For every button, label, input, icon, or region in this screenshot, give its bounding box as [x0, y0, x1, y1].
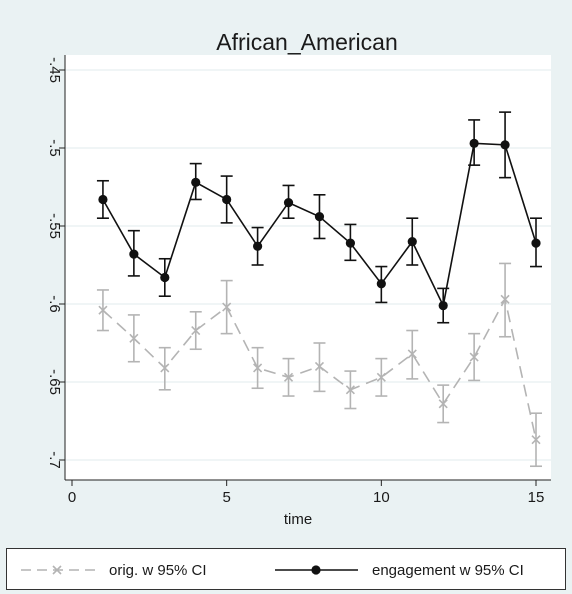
axis-ticks: -.45 -.5 -.55 -.6 -.65 -.7 0 5 10 15 [46, 57, 544, 506]
y-tick-label-6: -.6 [46, 295, 63, 313]
line-chart: African_American -.45 -.5 -.55 -.6 -.65 -.7 0 5… [46, 29, 551, 528]
orig-point [500, 294, 510, 304]
orig-point [531, 435, 541, 445]
engagement-point [283, 198, 294, 208]
engagement-point [191, 177, 201, 187]
orig-point [98, 305, 108, 315]
engagement-point [531, 238, 541, 248]
engagement-point [345, 238, 355, 248]
legend-label-orig: orig. w 95% CI [109, 562, 207, 579]
legend-item-engagement: engagement w 95% CI [275, 562, 524, 579]
y-tick-label-5: -.5 [46, 139, 63, 157]
engagement-point [253, 241, 263, 251]
series [96, 111, 542, 468]
x-tick-label-5: 5 [222, 489, 230, 506]
orig-point [407, 349, 417, 359]
engagement-point [469, 138, 479, 148]
series-orig [96, 262, 542, 468]
engagement-point [222, 194, 232, 205]
legend-label-engagement: engagement w 95% CI [372, 562, 524, 579]
grid [65, 69, 551, 461]
engagement-point [129, 249, 139, 259]
engagement-point [160, 272, 170, 283]
x-tick-label-0: 0 [68, 489, 76, 506]
engagement-point [314, 212, 325, 222]
series-engagement [96, 111, 542, 324]
orig-point [253, 363, 263, 373]
orig-point [376, 372, 386, 382]
orig-point [345, 385, 355, 395]
chart-title: African_American [216, 29, 398, 55]
x-axis-label: time [284, 511, 312, 528]
orig-point [469, 352, 479, 362]
orig-point [160, 363, 170, 373]
orig-point [222, 302, 232, 312]
y-tick-label-45: -.45 [46, 57, 63, 83]
engagement-point [376, 279, 386, 289]
legend-swatch-orig-marker [52, 565, 62, 575]
engagement-point [500, 140, 510, 150]
legend-swatch-engagement-marker [311, 565, 321, 575]
engagement-point [438, 300, 448, 311]
x-tick-label-15: 15 [528, 489, 545, 506]
orig-point [129, 333, 139, 343]
legend-item-orig: orig. w 95% CI [21, 562, 207, 579]
plot-area [65, 55, 551, 480]
engagement-point [98, 194, 108, 205]
y-tick-label-55: -.55 [46, 213, 63, 239]
orig-point [191, 325, 201, 336]
orig-point [438, 399, 448, 409]
y-tick-label-65: -.65 [46, 369, 63, 395]
legend: orig. w 95% CI engagement w 95% CI [6, 548, 566, 590]
x-tick-label-10: 10 [373, 489, 390, 506]
engagement-point [407, 237, 417, 247]
y-tick-label-7: -.7 [46, 451, 63, 469]
orig-point [314, 361, 325, 371]
orig-point [283, 372, 294, 382]
